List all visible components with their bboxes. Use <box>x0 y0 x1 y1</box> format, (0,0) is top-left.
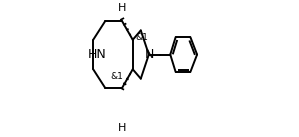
Text: HN: HN <box>88 48 106 61</box>
Text: N: N <box>144 48 154 61</box>
Text: &1: &1 <box>135 33 148 42</box>
Text: &1: &1 <box>111 72 123 81</box>
Text: H: H <box>118 3 126 13</box>
Text: H: H <box>118 123 126 133</box>
